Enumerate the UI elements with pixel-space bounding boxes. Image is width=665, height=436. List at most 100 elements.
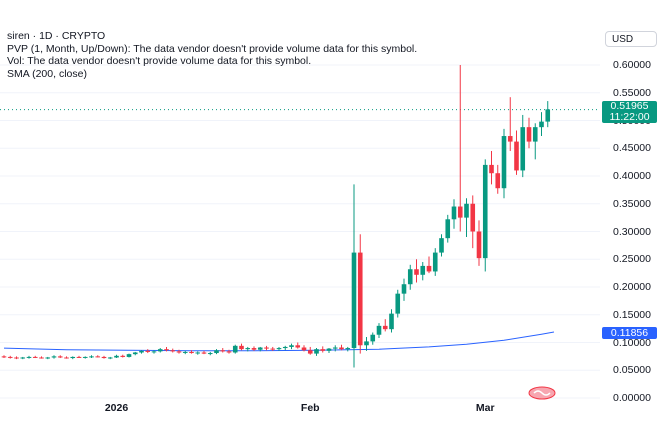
candle-body (339, 347, 344, 350)
candle-body (64, 357, 69, 359)
candle-body (207, 353, 213, 355)
candle (189, 350, 194, 354)
candle-body (507, 136, 513, 142)
candle-body (332, 347, 338, 349)
candle-body (370, 334, 376, 342)
candle (182, 350, 188, 355)
last-price-value: 0.51965 (610, 100, 649, 112)
candle-body (157, 349, 163, 352)
candle (57, 355, 63, 359)
candle-body (407, 269, 413, 285)
candle-body (420, 265, 426, 275)
candle (439, 234, 444, 257)
vol-indicator[interactable]: Vol: The data vendor doesn't provide vol… (7, 55, 312, 67)
candle-body (170, 350, 176, 352)
candle (376, 323, 382, 339)
candle (332, 345, 338, 352)
candle (314, 348, 319, 356)
candle (276, 346, 282, 351)
candle-body (151, 351, 157, 353)
candle (420, 262, 426, 281)
candle (307, 346, 313, 355)
candle (26, 355, 32, 359)
candle (139, 350, 144, 354)
candle (245, 346, 251, 352)
candle (351, 184, 357, 368)
candle (545, 101, 551, 128)
candle-body (45, 357, 51, 359)
candle-body (214, 350, 219, 354)
candle (426, 256, 432, 274)
candle (320, 346, 326, 353)
candle-body (220, 350, 226, 352)
candle-body (232, 345, 238, 353)
candle (495, 164, 501, 194)
candle-body (264, 347, 269, 349)
last-price-badge: 0.51965 11:22:00 (602, 101, 657, 123)
candle-body (451, 206, 457, 220)
brand-logo-icon[interactable] (528, 386, 556, 400)
candle-body (395, 293, 401, 314)
candle-body (226, 351, 232, 353)
indicator-legend: siren · 1D · CRYPTO PVP (1, Month, Up/Do… (7, 30, 417, 80)
y-tick-label: 0.40000 (613, 170, 651, 182)
candle-body (457, 206, 463, 218)
candle-body (126, 354, 132, 357)
candle-body (489, 164, 494, 174)
symbol-title[interactable]: siren · 1D · CRYPTO (7, 30, 106, 42)
candle-body (95, 356, 101, 358)
candle-body (314, 349, 319, 354)
candle (295, 342, 301, 349)
candle (239, 343, 244, 351)
candle-body (539, 121, 544, 128)
candle-body (401, 284, 407, 294)
candle (414, 259, 419, 283)
candle-body (101, 356, 107, 359)
candle (207, 351, 213, 356)
candle-body (364, 341, 369, 346)
candle (539, 112, 544, 137)
x-tick-label: Feb (300, 402, 320, 414)
currency-button[interactable]: USD (605, 31, 657, 47)
candle (32, 355, 38, 359)
candle (170, 348, 176, 353)
candle-body (57, 356, 63, 358)
candle-body (20, 357, 26, 359)
y-tick-label: 0.30000 (613, 225, 651, 238)
y-tick-label: 0.05000 (613, 364, 651, 377)
candle (389, 309, 394, 333)
candle-body (76, 356, 82, 358)
candle (164, 346, 169, 352)
candle-body (282, 346, 288, 349)
candle (357, 234, 363, 354)
pvp-indicator[interactable]: PVP (1, Month, Up/Down): The data vendor… (7, 42, 418, 55)
candle-body (164, 349, 169, 351)
x-tick-label: 2026 (104, 402, 129, 414)
candle-body (70, 356, 76, 359)
candle (339, 344, 344, 351)
candle (226, 349, 232, 354)
x-tick-label: Mar (475, 402, 495, 414)
candle (470, 195, 476, 249)
candle (482, 159, 488, 272)
candle (270, 346, 276, 351)
candle-body (482, 164, 488, 259)
candle-body (470, 203, 476, 232)
candle (532, 123, 538, 160)
candle (39, 356, 44, 359)
sma-indicator[interactable]: SMA (200, close) (7, 67, 87, 80)
candle-body (351, 252, 357, 349)
y-tick-label: 0.00000 (613, 392, 651, 404)
candle (507, 97, 513, 152)
candle-body (520, 127, 526, 171)
candle-body (239, 345, 244, 350)
last-price-time: 11:22:00 (609, 111, 650, 123)
candle (364, 336, 369, 351)
candle (70, 356, 76, 360)
candle (14, 356, 19, 360)
candle (176, 349, 182, 354)
candle-body (301, 347, 307, 351)
sma-value-badge: 0.11856 (602, 327, 657, 339)
candle-body (132, 352, 138, 355)
